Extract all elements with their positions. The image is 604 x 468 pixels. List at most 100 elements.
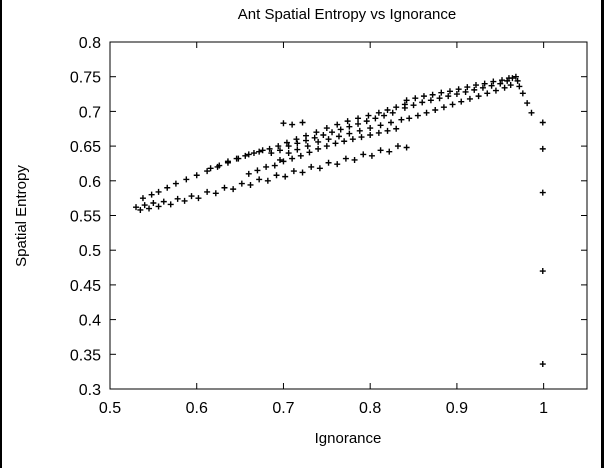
data-point — [481, 80, 488, 87]
data-point — [384, 127, 391, 134]
data-point — [484, 90, 491, 97]
data-point — [160, 198, 167, 205]
data-point — [323, 125, 330, 132]
data-point — [181, 197, 188, 204]
data-point — [539, 268, 546, 275]
data-point — [245, 151, 252, 158]
data-point — [133, 204, 140, 211]
data-point — [519, 90, 526, 97]
data-point — [139, 195, 146, 202]
data-point — [342, 155, 349, 162]
data-point — [384, 107, 391, 114]
data-point — [224, 158, 231, 165]
data-point — [256, 148, 263, 155]
data-point — [337, 126, 344, 133]
data-point — [423, 109, 430, 116]
data-point — [280, 120, 287, 127]
data-point — [464, 84, 471, 91]
data-point — [323, 143, 330, 150]
data-point — [221, 184, 228, 191]
data-point — [446, 88, 453, 95]
y-tick-label: 0.35 — [70, 347, 101, 364]
tick-marks — [109, 41, 587, 390]
data-point — [341, 138, 348, 145]
y-tick-label: 0.3 — [79, 382, 101, 399]
data-point — [539, 189, 546, 196]
data-point — [346, 130, 353, 137]
data-point — [304, 143, 311, 150]
data-point — [193, 172, 200, 179]
data-point — [412, 95, 419, 102]
data-point — [360, 151, 367, 158]
data-point — [329, 129, 336, 136]
right-frame-rule — [601, 0, 604, 468]
data-point — [455, 86, 462, 93]
data-point — [204, 188, 211, 195]
data-point — [471, 86, 478, 93]
data-point — [393, 104, 400, 111]
data-point — [230, 186, 237, 193]
data-point — [356, 127, 363, 134]
data-point — [335, 133, 342, 140]
data-point — [501, 84, 508, 91]
data-point — [311, 134, 318, 141]
data-point — [344, 118, 351, 125]
data-point — [167, 201, 174, 208]
x-tick-label: 0.6 — [186, 400, 208, 417]
data-point — [355, 120, 362, 127]
data-point — [440, 104, 447, 111]
data-point — [363, 118, 370, 125]
data-point — [233, 155, 240, 162]
data-point — [403, 144, 410, 151]
data-point — [280, 158, 287, 165]
data-point — [212, 190, 219, 197]
data-point — [315, 145, 322, 152]
data-point — [386, 148, 393, 155]
data-point — [387, 119, 394, 126]
y-tick-label: 0.65 — [70, 139, 101, 156]
data-point — [414, 112, 421, 119]
y-axis-label: Spatial Entropy — [13, 165, 30, 267]
data-point — [432, 107, 439, 114]
data-point — [146, 205, 153, 212]
data-point — [524, 100, 531, 107]
data-point — [358, 134, 365, 141]
tick-labels: 0.5 0.6 0.7 0.8 0.9 1 0.3 0.35 0.4 0.45 0.5 0.55 0.6… — [70, 35, 548, 417]
data-point — [216, 162, 223, 169]
data-point — [276, 156, 283, 163]
data-point — [453, 91, 460, 98]
y-tick-label: 0.5 — [79, 243, 101, 260]
data-point — [250, 150, 257, 157]
data-point — [505, 75, 512, 82]
x-axis-label: Ignorance — [315, 430, 382, 447]
data-point — [188, 193, 195, 200]
y-tick-label: 0.55 — [70, 209, 101, 226]
x-tick-label: 0.5 — [99, 400, 121, 417]
data-point — [164, 184, 171, 191]
data-point — [401, 104, 408, 111]
data-point — [141, 202, 148, 209]
data-point — [266, 145, 273, 152]
data-point — [458, 98, 465, 105]
data-point — [507, 82, 514, 89]
data-point — [172, 180, 179, 187]
data-point — [398, 116, 405, 123]
data-point — [427, 97, 434, 104]
x-tick-label: 0.8 — [359, 400, 381, 417]
data-point — [445, 93, 452, 100]
data-point — [290, 168, 297, 175]
data-point — [539, 361, 546, 368]
data-point — [475, 93, 482, 100]
data-point — [429, 91, 436, 98]
data-point — [306, 149, 313, 156]
data-point — [420, 93, 427, 100]
plot-frame — [109, 41, 588, 390]
data-point — [472, 82, 479, 89]
data-point — [195, 195, 202, 202]
data-point — [268, 150, 275, 157]
data-point — [148, 191, 155, 198]
left-frame-rule — [0, 0, 2, 468]
data-point — [299, 169, 306, 176]
y-tick-label: 0.45 — [70, 278, 101, 295]
